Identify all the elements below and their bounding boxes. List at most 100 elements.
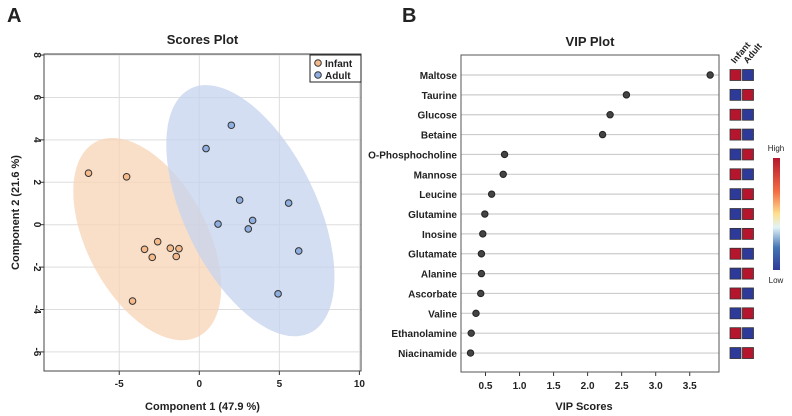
y-tick-label: 0	[31, 222, 42, 228]
heatmap-cell-adult	[742, 128, 754, 141]
metabolite-label: Leucine	[419, 190, 457, 201]
heatmap-cell-adult	[742, 168, 754, 181]
x-axis-label: Component 1 (47.9 %)	[145, 401, 260, 413]
data-point-infant	[172, 252, 181, 261]
y-tick-label: 6	[31, 95, 42, 101]
y-tick-label: -4	[31, 305, 42, 314]
y-tick-label: 8	[31, 52, 42, 58]
data-point-infant	[166, 244, 175, 253]
vip-point	[487, 190, 496, 198]
heatmap-cell-infant	[729, 247, 742, 260]
x-axis-label: VIP Scores	[555, 401, 612, 413]
metabolite-label: Maltose	[420, 71, 458, 82]
heatmap-cell-infant	[729, 108, 742, 121]
heatmap-cell-infant	[729, 347, 742, 359]
heatmap-cell-adult	[742, 327, 754, 340]
data-point-infant	[153, 237, 162, 246]
legend-label: Adult	[325, 71, 351, 82]
panel-label-b: B	[402, 5, 416, 27]
y-tick-label: 2	[31, 180, 42, 186]
legend-marker	[314, 59, 322, 67]
colorbar-low-label: Low	[769, 276, 784, 285]
vip-point	[598, 130, 607, 139]
metabolite-label: Betaine	[421, 131, 458, 142]
heatmap-cell-adult	[742, 88, 754, 101]
heatmap-cell-infant	[729, 307, 742, 320]
heatmap-cell-infant	[729, 287, 742, 300]
metabolite-label: Alanine	[421, 270, 458, 281]
data-point-adult	[274, 290, 282, 298]
x-tick-label: 0	[197, 379, 203, 390]
vip-point	[467, 329, 475, 337]
vip-point	[477, 250, 486, 258]
data-point-infant	[122, 172, 131, 181]
metabolite-label: Taurine	[422, 91, 458, 102]
data-point-adult	[244, 225, 253, 233]
x-tick-label: 2.0	[581, 381, 595, 392]
data-point-adult	[284, 199, 293, 207]
heatmap-cell-infant	[729, 267, 742, 280]
metabolite-label: Ethanolamine	[391, 329, 457, 340]
metabolite-label: Inosine	[422, 230, 457, 241]
vip-point	[606, 111, 614, 119]
panel-label-a: A	[7, 5, 21, 27]
heatmap-cell-infant	[729, 69, 742, 81]
heatmap-cell-adult	[742, 307, 754, 320]
heatmap-cell-infant	[729, 128, 742, 141]
vip-point	[477, 289, 485, 298]
heatmap-cell-adult	[742, 188, 754, 201]
heatmap-cell-infant	[729, 88, 742, 101]
vip-point	[706, 71, 714, 79]
chart-title: Scores Plot	[167, 32, 239, 47]
data-point-infant	[140, 245, 149, 254]
heatmap-cell-infant	[729, 327, 742, 340]
heatmap-cell-infant	[729, 148, 742, 161]
plot-frame	[460, 54, 720, 373]
vip-plot: VIP Plot Maltose Taurine Glucose Betaine O-Ph…	[368, 34, 784, 413]
vip-point	[481, 210, 489, 218]
vip-point	[472, 309, 480, 318]
x-tick-label: -5	[115, 379, 124, 390]
x-tick-label: 10	[354, 379, 366, 390]
vip-point	[479, 230, 487, 238]
y-tick-label: -6	[31, 347, 42, 356]
data-point-infant	[84, 169, 93, 177]
heatmap-cell-infant	[729, 208, 742, 220]
heatmap-cell-adult	[742, 148, 754, 161]
x-tick-label: 1.5	[547, 381, 561, 392]
vip-point	[477, 269, 486, 278]
vip-point	[466, 349, 475, 357]
metabolite-label: Mannose	[414, 170, 458, 181]
vip-point	[499, 170, 507, 179]
data-point-infant	[128, 297, 137, 305]
colorbar	[773, 158, 780, 270]
data-point-infant	[148, 253, 157, 262]
vip-point	[622, 91, 631, 99]
data-point-adult	[202, 144, 210, 153]
y-tick-label: 4	[31, 137, 42, 143]
data-point-infant	[175, 244, 183, 253]
metabolite-label: Valine	[428, 309, 457, 320]
x-tick-label: 2.5	[615, 381, 629, 392]
heatmap-cell-adult	[742, 227, 754, 240]
x-tick-label: 5	[277, 379, 283, 390]
heatmap-cell-adult	[742, 287, 754, 300]
heatmap-cell-adult	[742, 108, 754, 121]
vip-point	[500, 150, 509, 159]
heatmap-cell-infant	[729, 188, 742, 201]
metabolite-label: Niacinamide	[398, 349, 457, 360]
y-axis-label: Component 2 (21.6 %)	[10, 155, 22, 270]
heatmap-cell-infant	[729, 227, 742, 240]
legend-label: Infant	[325, 59, 353, 70]
metabolite-label: Glutamate	[408, 250, 457, 261]
data-point-adult	[294, 247, 303, 255]
data-point-adult	[214, 220, 222, 228]
x-tick-label: 3.0	[649, 381, 663, 392]
x-tick-label: 1.0	[513, 381, 527, 392]
data-point-adult	[235, 196, 244, 204]
x-tick-label: 3.5	[683, 381, 697, 392]
x-tick-label: 0.5	[479, 381, 493, 392]
heatmap-cell-adult	[742, 267, 754, 280]
data-point-adult	[227, 121, 236, 130]
